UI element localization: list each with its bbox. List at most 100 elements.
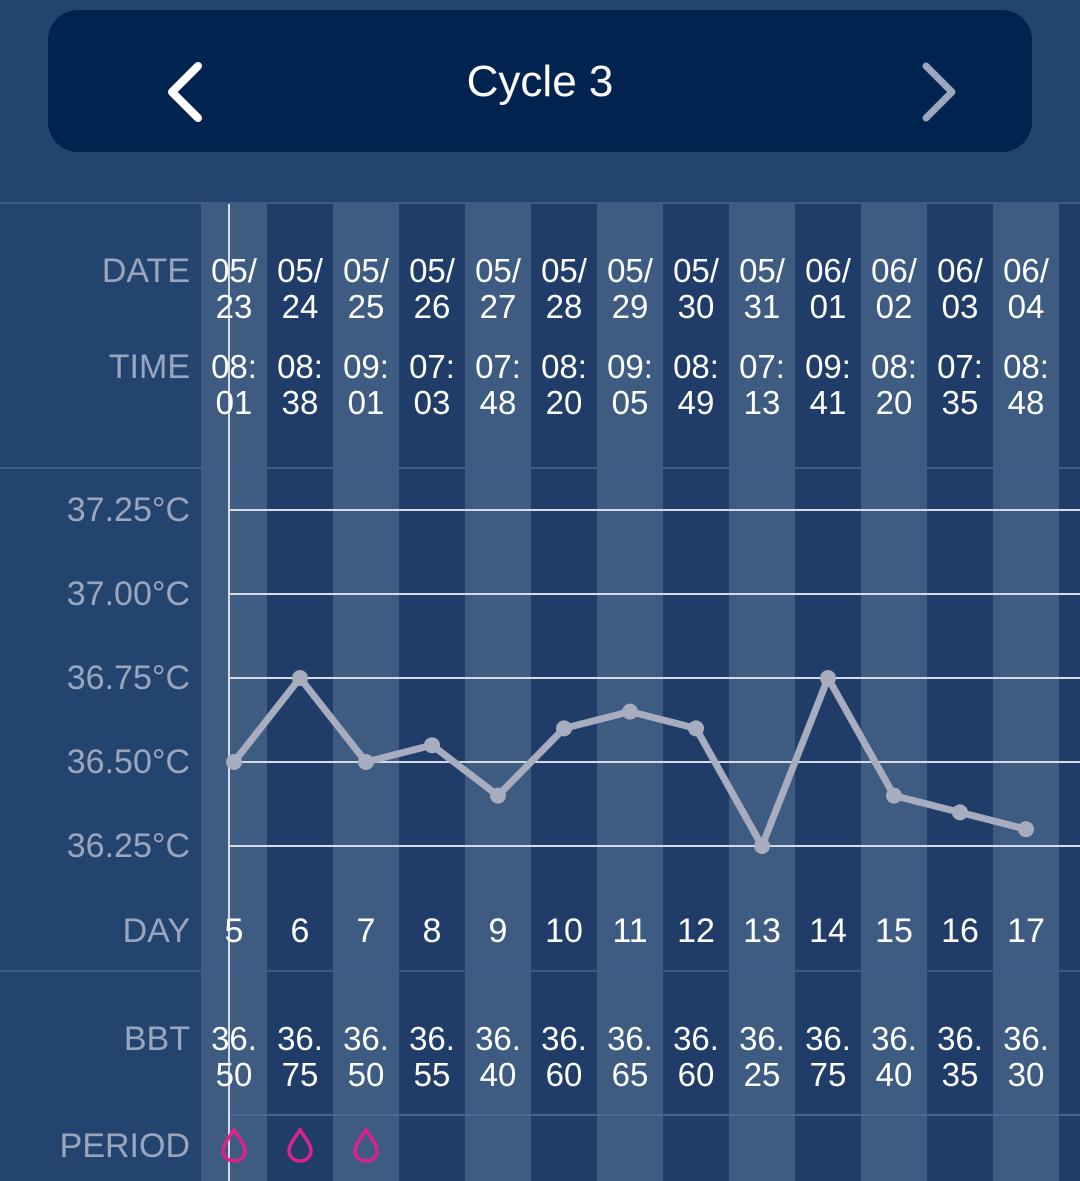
- day-row-label: DAY: [122, 912, 190, 950]
- bbt-data-point[interactable]: [820, 670, 836, 686]
- date-cell: 05/: [739, 252, 785, 289]
- bbt-row-label: BBT: [123, 1020, 190, 1058]
- gridline: [228, 509, 1080, 511]
- date-cell: 05/: [475, 252, 521, 289]
- bbt-cell: 36.: [607, 1020, 653, 1057]
- time-cell: 09:: [343, 348, 389, 385]
- day-column[interactable]: [597, 204, 663, 1181]
- bbt-data-point[interactable]: [358, 754, 374, 770]
- bbt-cell: 36.: [937, 1020, 983, 1057]
- day-cell: 5: [224, 912, 244, 950]
- date-row-label: DATE: [101, 252, 190, 290]
- bbt-cell: 36.: [409, 1020, 455, 1057]
- day-column[interactable]: [399, 204, 465, 1181]
- date-cell: 05/: [343, 252, 389, 289]
- bbt-data-point[interactable]: [490, 787, 506, 804]
- bbt-data-point[interactable]: [952, 804, 968, 821]
- time-cell: 08:: [871, 348, 917, 385]
- bbt-cell: 40: [875, 1056, 913, 1093]
- time-cell: 20: [875, 384, 913, 421]
- day-column[interactable]: [1059, 204, 1080, 1181]
- date-cell: 27: [479, 288, 517, 325]
- time-cell: 08:: [541, 348, 587, 385]
- bbt-cell: 65: [611, 1056, 649, 1093]
- date-cell: 02: [875, 288, 913, 325]
- day-column[interactable]: [861, 204, 927, 1181]
- drop-icon: [353, 1127, 379, 1163]
- time-cell: 01: [347, 384, 385, 421]
- day-cell: 11: [612, 912, 648, 950]
- day-column[interactable]: [333, 204, 399, 1181]
- y-tick-label: 37.00°C: [66, 575, 190, 613]
- next-cycle-button[interactable]: [876, 10, 996, 152]
- day-column[interactable]: [201, 204, 267, 1181]
- bbt-cell: 40: [479, 1056, 517, 1093]
- time-cell: 05: [611, 384, 649, 421]
- bbt-cell: 60: [545, 1056, 583, 1093]
- drop-icon: [221, 1127, 247, 1163]
- time-cell: 07:: [409, 348, 455, 385]
- day-cell: 6: [290, 912, 310, 950]
- date-cell: 24: [281, 288, 319, 325]
- period-row-label: PERIOD: [59, 1127, 190, 1165]
- date-cell: 05/: [211, 252, 257, 289]
- bbt-data-point[interactable]: [754, 838, 770, 854]
- time-cell: 09:: [805, 348, 851, 385]
- time-cell: 07:: [937, 348, 983, 385]
- day-column[interactable]: [729, 204, 795, 1181]
- date-cell: 25: [347, 288, 385, 325]
- time-cell: 48: [1007, 384, 1045, 421]
- bbt-cell: 36.: [871, 1020, 917, 1057]
- time-cell: 08:: [277, 348, 323, 385]
- date-cell: 04: [1007, 288, 1045, 325]
- bbt-data-point[interactable]: [622, 703, 638, 720]
- gridline: [228, 761, 1080, 763]
- y-tick-label: 36.25°C: [66, 827, 190, 865]
- bbt-data-point[interactable]: [688, 720, 704, 737]
- bbt-data-point[interactable]: [556, 720, 572, 737]
- bbt-cell: 36.: [343, 1020, 389, 1057]
- date-cell: 05/: [673, 252, 719, 289]
- bbt-cell: 75: [809, 1056, 847, 1093]
- time-cell: 09:: [607, 348, 653, 385]
- day-cell: 14: [809, 912, 847, 950]
- day-column[interactable]: [267, 204, 333, 1181]
- bbt-cell: 36.: [673, 1020, 719, 1057]
- date-cell: 05/: [277, 252, 323, 289]
- day-column[interactable]: [993, 204, 1059, 1181]
- bbt-data-point[interactable]: [886, 787, 902, 804]
- bbt-cell: 36.: [805, 1020, 851, 1057]
- day-column[interactable]: [663, 204, 729, 1181]
- bbt-cell: 36.: [211, 1020, 257, 1057]
- previous-cycle-button[interactable]: [88, 10, 208, 152]
- day-column[interactable]: [531, 204, 597, 1181]
- time-cell: 01: [215, 384, 253, 421]
- day-cell: 10: [545, 912, 583, 950]
- bbt-cell: 60: [677, 1056, 715, 1093]
- bbt-data-point[interactable]: [1018, 821, 1034, 838]
- bbt-data-point[interactable]: [424, 737, 440, 754]
- day-column[interactable]: [465, 204, 531, 1181]
- date-cell: 06/: [1003, 252, 1049, 289]
- gridline: [228, 593, 1080, 595]
- date-cell: 05/: [409, 252, 455, 289]
- time-cell: 38: [281, 384, 319, 421]
- bbt-cell: 25: [743, 1056, 781, 1093]
- bbt-cell: 36.: [277, 1020, 323, 1057]
- day-column[interactable]: [927, 204, 993, 1181]
- bbt-series-line: [231, 674, 1027, 850]
- bbt-data-point[interactable]: [226, 754, 242, 770]
- date-cell: 01: [809, 288, 847, 325]
- date-cell: 03: [941, 288, 979, 325]
- bbt-cell: 36.: [475, 1020, 521, 1057]
- day-cell: 9: [488, 912, 508, 950]
- time-cell: 13: [743, 384, 781, 421]
- bbt-data-point[interactable]: [292, 670, 308, 686]
- day-column[interactable]: [795, 204, 861, 1181]
- date-cell: 28: [545, 288, 583, 325]
- bbt-cell: 36.: [1003, 1020, 1049, 1057]
- day-cell: 16: [941, 912, 979, 950]
- gridline: [228, 677, 1080, 679]
- time-cell: 07:: [475, 348, 521, 385]
- time-cell: 08:: [1003, 348, 1049, 385]
